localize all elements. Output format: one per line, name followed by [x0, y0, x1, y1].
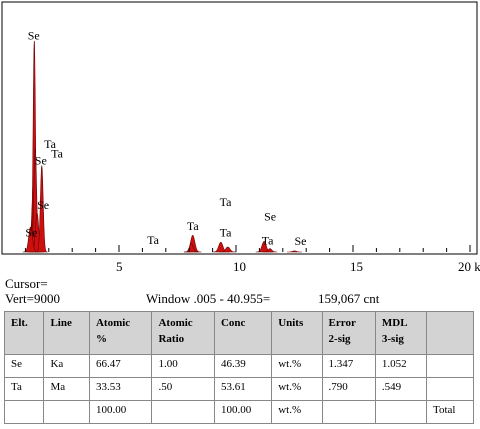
table-cell: .790	[321, 377, 376, 401]
spectrum-peak-12	[287, 250, 302, 253]
table-header-row: Elt. Line Atomic% Atomic Ratio Conc Units Error…	[3, 311, 474, 355]
table-cell	[321, 400, 376, 424]
spectrum-peak-7	[183, 243, 199, 253]
peak-label-3: Se	[37, 198, 49, 212]
table-cell: Ka	[43, 354, 90, 378]
peak-label-1: Ta	[44, 137, 56, 151]
peak-label-6: Ta	[147, 233, 159, 247]
column-header: Error 2-sig	[321, 311, 376, 355]
x-axis-ticks: 5 10 15 20 keV	[24, 245, 480, 274]
table-cell: 33.53	[88, 377, 153, 401]
column-header-line1: Line	[50, 317, 72, 329]
table-cell: 46.39	[213, 354, 273, 378]
column-header-line1: MDL	[381, 317, 408, 329]
table-cell	[426, 354, 474, 378]
column-header-line1: Error	[328, 317, 356, 329]
table-cell: 1.347	[321, 354, 376, 378]
table-cell: .50	[151, 377, 215, 401]
table-cell: Ma	[43, 377, 90, 401]
column-header	[426, 311, 474, 355]
table-cell	[43, 400, 90, 424]
energy-window-readout: Window .005 - 40.955=	[146, 291, 271, 306]
table-cell: wt.%	[271, 377, 323, 401]
table-body: Se Ka 66.47 1.00 46.39 wt.% 1.347 1.052 Ta Ma 33.5…	[3, 354, 474, 424]
peak-label-0: Se	[28, 29, 40, 43]
spectrum-peak-4	[35, 164, 48, 253]
peak-label-9: Ta	[220, 225, 232, 239]
table-cell: Total	[426, 400, 474, 424]
table-row: Se Ka 66.47 1.00 46.39 wt.% 1.347 1.052	[3, 354, 474, 378]
spectrum-peaks	[22, 40, 302, 253]
column-header-line1: Atomic	[158, 317, 193, 329]
table-cell	[374, 400, 428, 424]
table-cell	[151, 400, 215, 424]
x-tick-label: 10	[233, 259, 246, 274]
table-cell: .549	[374, 377, 428, 401]
peak-label-11: Ta	[262, 234, 274, 248]
table-cell	[3, 400, 45, 424]
x-tick-label: 20 keV	[458, 259, 480, 274]
table-cell: Se	[3, 354, 45, 378]
column-header-line2: %	[95, 333, 107, 345]
column-header: Conc	[213, 311, 273, 355]
column-header: Atomic Ratio	[151, 311, 215, 355]
peak-label-5: Ta	[51, 147, 63, 161]
quantification-table: Elt. Line Atomic% Atomic Ratio Conc Units Error…	[3, 311, 474, 424]
table-row: 100.00 100.00 wt.% Total	[3, 400, 474, 424]
table-cell: wt.%	[271, 400, 323, 424]
peak-label-7: Ta	[187, 219, 199, 233]
peak-label-4: Se	[25, 225, 37, 239]
vertical-scale-readout: Vert=9000	[5, 291, 60, 306]
total-counts-readout: 159,067 cnt	[318, 291, 380, 306]
column-header: MDL 3-sig	[374, 311, 428, 355]
table-cell: 100.00	[213, 400, 273, 424]
table-cell: 1.052	[374, 354, 428, 378]
table-row: Ta Ma 33.53.50 53.61 wt.% .790.549	[3, 377, 474, 401]
table-cell: Ta	[3, 377, 45, 401]
peak-label-10: Se	[264, 209, 276, 223]
column-header-line1: Units	[278, 317, 304, 329]
table-cell	[426, 377, 474, 401]
table-cell: 100.00	[88, 400, 153, 424]
plot-frame	[1, 1, 478, 255]
column-header-line2: Ratio	[158, 333, 185, 345]
column-header: Elt.	[3, 311, 45, 355]
peak-label-12: Se	[295, 234, 307, 248]
column-header: Line	[43, 311, 90, 355]
peak-label-2: Se	[35, 154, 47, 168]
column-header-line2: 2-sig	[328, 333, 351, 345]
column-header: Atomic%	[88, 311, 153, 355]
table-cell: wt.%	[271, 354, 323, 378]
cursor-readout: Cursor=	[5, 276, 48, 291]
column-header-line1: Elt.	[11, 317, 28, 329]
table-cell: 1.00	[151, 354, 215, 378]
peak-label-8: Ta	[220, 195, 232, 209]
x-tick-label: 15	[350, 259, 363, 274]
spectrum-peak-11	[262, 248, 278, 253]
table-cell: 66.47	[88, 354, 153, 378]
table-cell: 53.61	[213, 377, 273, 401]
x-tick-label: 5	[116, 259, 123, 274]
column-header: Units	[271, 311, 323, 355]
column-header-line1: Conc	[220, 317, 246, 329]
spectrum-peak-9	[219, 246, 237, 253]
column-header-line1: Atomic	[95, 317, 131, 329]
column-header-line2: 3-sig	[381, 333, 404, 345]
